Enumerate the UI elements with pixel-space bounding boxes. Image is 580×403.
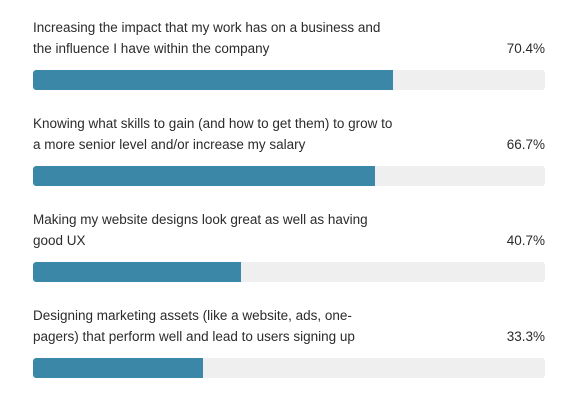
bar-track xyxy=(33,358,545,378)
bar-label: Making my website designs look great as … xyxy=(33,212,368,248)
bar-fill xyxy=(33,166,375,186)
bar-fill xyxy=(33,358,204,378)
bar-track xyxy=(33,262,545,282)
chart-item: Designing marketing assets (like a websi… xyxy=(33,305,545,401)
bar-chart: Increasing the impact that my work has o… xyxy=(33,17,545,401)
bar-label: Knowing what skills to gain (and how to … xyxy=(33,116,393,152)
chart-item: Knowing what skills to gain (and how to … xyxy=(33,113,545,209)
label-row: Making my website designs look great as … xyxy=(33,209,545,255)
label-row: Increasing the impact that my work has o… xyxy=(33,17,545,63)
bar-fill xyxy=(33,70,394,90)
bar-track xyxy=(33,166,545,186)
chart-item: Increasing the impact that my work has o… xyxy=(33,17,545,113)
bar-track xyxy=(33,70,545,90)
bar-label: Designing marketing assets (like a websi… xyxy=(33,308,355,344)
bar-label: Increasing the impact that my work has o… xyxy=(33,20,381,56)
chart-item: Making my website designs look great as … xyxy=(33,209,545,305)
bar-fill xyxy=(33,262,242,282)
label-row: Knowing what skills to gain (and how to … xyxy=(33,113,545,159)
bar-value-label: 33.3% xyxy=(506,329,545,344)
bar-value-label: 40.7% xyxy=(506,233,545,248)
label-row: Designing marketing assets (like a websi… xyxy=(33,305,545,351)
bar-value-label: 70.4% xyxy=(506,41,545,56)
bar-value-label: 66.7% xyxy=(506,137,545,152)
